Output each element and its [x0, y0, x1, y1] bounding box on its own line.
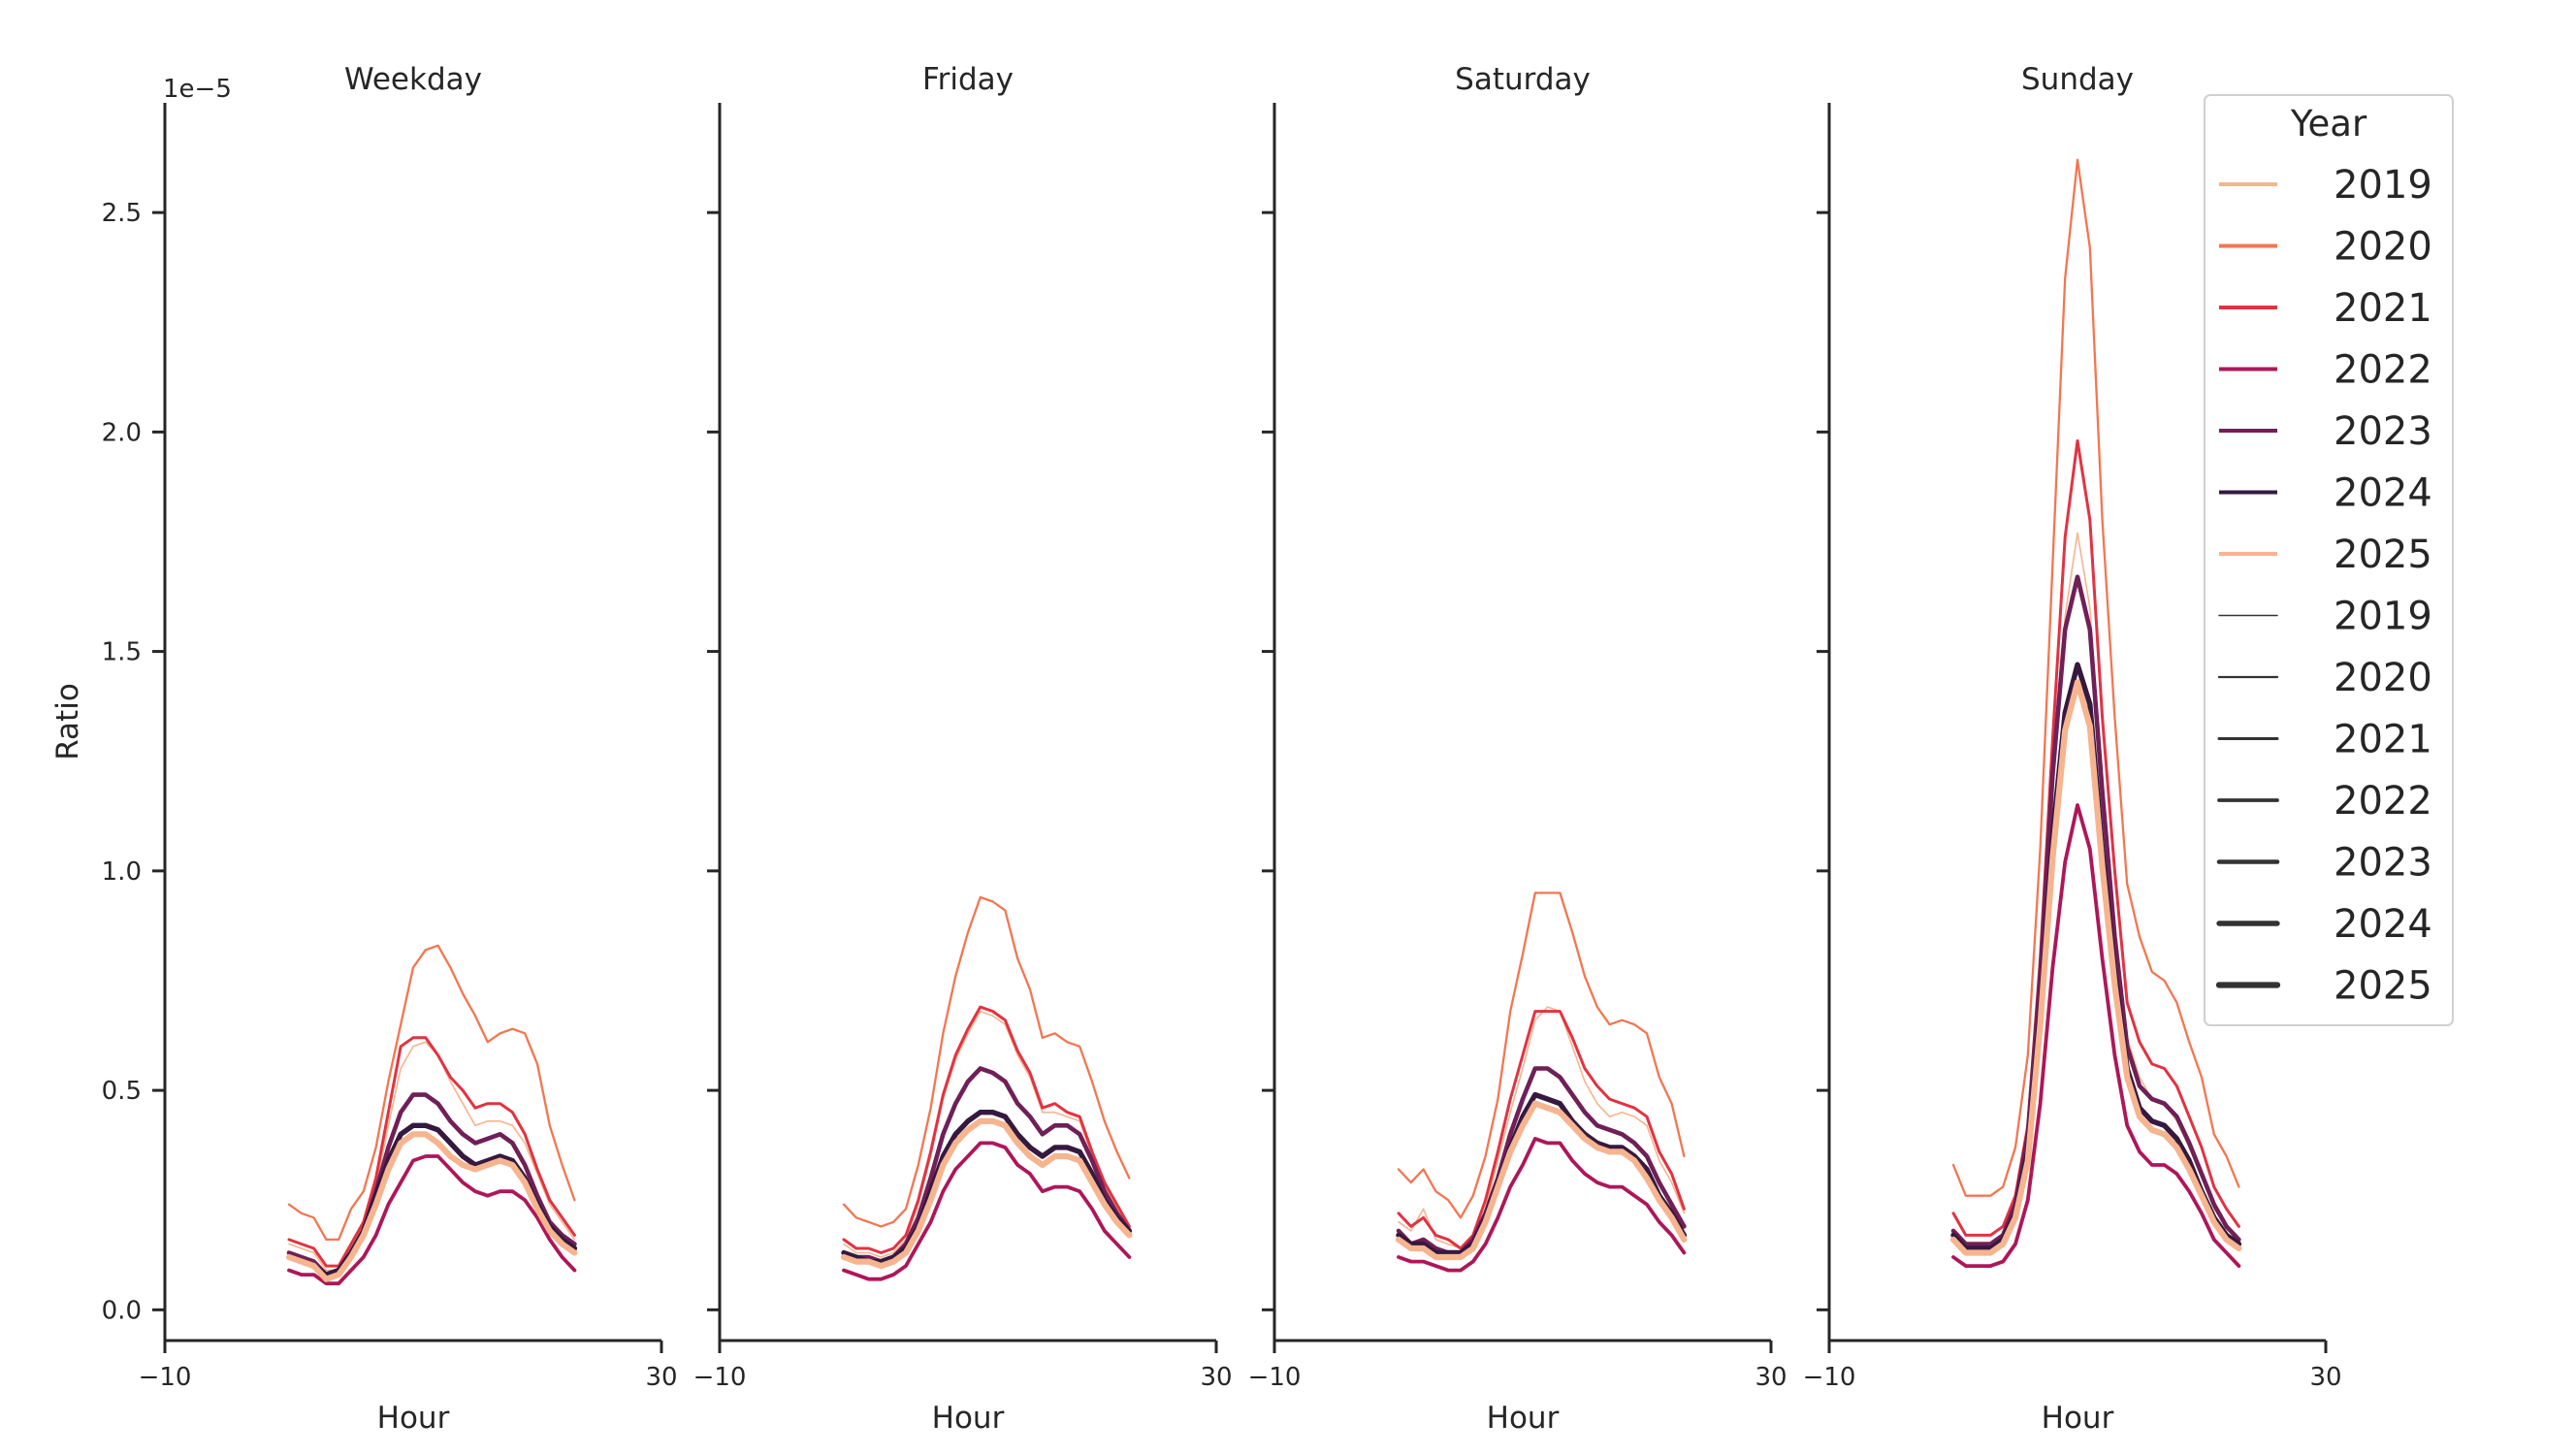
- series-line-2021: [1397, 1010, 1686, 1250]
- y-tick-label: 2.0: [102, 418, 142, 447]
- y-tick-label: 2.5: [102, 199, 142, 228]
- series-line-2022: [1397, 1137, 1687, 1273]
- legend-title: Year: [2290, 103, 2367, 145]
- series-line-2021: [842, 1005, 1131, 1254]
- y-tick-label: 0.0: [102, 1296, 142, 1325]
- y-tick-label: 1.5: [102, 638, 142, 667]
- series-line-2021: [287, 1036, 576, 1268]
- legend-label: 2022: [2334, 348, 2432, 393]
- x-axis-label: Hour: [1487, 1401, 1560, 1436]
- y-axis-label: Ratio: [50, 683, 85, 760]
- x-axis-label: Hour: [2042, 1401, 2114, 1436]
- legend-label: 2025: [2334, 533, 2432, 577]
- series-line-2022: [842, 1141, 1132, 1281]
- series-line-2025: [840, 1117, 1133, 1270]
- legend-label: 2020: [2334, 656, 2432, 700]
- x-tick-label: −10: [1248, 1363, 1302, 1392]
- series-line-2025: [1949, 679, 2242, 1256]
- legend-label: 2023: [2334, 409, 2432, 454]
- legend: Year 2019 2020 2021 2022 2023 2024 2025 2019 2020…: [2204, 94, 2454, 1026]
- series-line-2022: [1951, 803, 2241, 1268]
- series-line-2025: [1395, 1100, 1688, 1261]
- x-tick-label: 30: [1200, 1363, 1232, 1392]
- x-tick-label: −10: [139, 1363, 192, 1392]
- x-tick-label: 30: [1755, 1363, 1787, 1392]
- facet-saturday: Saturday −10 30 Hour: [1248, 62, 1787, 1436]
- facet-weekday: Weekday 0.0 0.5 1.0 1.5 2.0 2.5 −10 30 Hour 1e−5 Ra…: [50, 62, 678, 1436]
- series-line-2021: [1951, 438, 2240, 1237]
- x-tick-label: 30: [645, 1363, 677, 1392]
- x-tick-label: −10: [1803, 1363, 1856, 1392]
- legend-label: 2021: [2334, 718, 2432, 762]
- facet-title: Saturday: [1455, 62, 1591, 97]
- series-line-2020: [1397, 891, 1686, 1219]
- x-tick-label: 30: [2309, 1363, 2341, 1392]
- facet-sunday: Sunday −10 30 Hour: [1803, 62, 2342, 1436]
- series-line-2020: [842, 895, 1131, 1228]
- legend-label: 2020: [2334, 225, 2432, 270]
- series-line-2022: [287, 1154, 577, 1286]
- legend-label: 2025: [2334, 964, 2432, 1009]
- facet-title: Weekday: [344, 62, 482, 97]
- series-line-2024: [1396, 1091, 1688, 1256]
- x-tick-label: −10: [693, 1363, 747, 1392]
- x-axis-label: Hour: [377, 1401, 450, 1436]
- x-axis-label: Hour: [932, 1401, 1005, 1436]
- facet-friday: Friday −10 30 Hour: [693, 62, 1233, 1436]
- y-tick-label: 0.5: [102, 1077, 142, 1106]
- series-line-2024: [841, 1109, 1133, 1265]
- facet-title: Friday: [922, 62, 1014, 97]
- y-offset-text: 1e−5: [163, 75, 232, 104]
- legend-label: 2021: [2334, 286, 2432, 331]
- y-tick-label: 1.0: [102, 857, 142, 887]
- series-line-2023: [1950, 574, 2241, 1246]
- legend-label: 2022: [2334, 779, 2432, 824]
- series-line-2023: [286, 1092, 577, 1277]
- legend-label: 2019: [2334, 163, 2432, 208]
- series-line-2025: [285, 1131, 578, 1282]
- series-line-2019: [1398, 1006, 1686, 1249]
- series-line-2020: [287, 944, 576, 1242]
- facet-title: Sunday: [2021, 62, 2134, 97]
- legend-label: 2019: [2334, 595, 2432, 639]
- legend-label: 2024: [2334, 902, 2432, 947]
- legend-label: 2024: [2334, 471, 2432, 516]
- legend-label: 2023: [2334, 841, 2432, 886]
- series-line-2019: [843, 1010, 1131, 1258]
- series-line-2020: [1951, 158, 2240, 1197]
- legend-frame: [2204, 94, 2454, 1026]
